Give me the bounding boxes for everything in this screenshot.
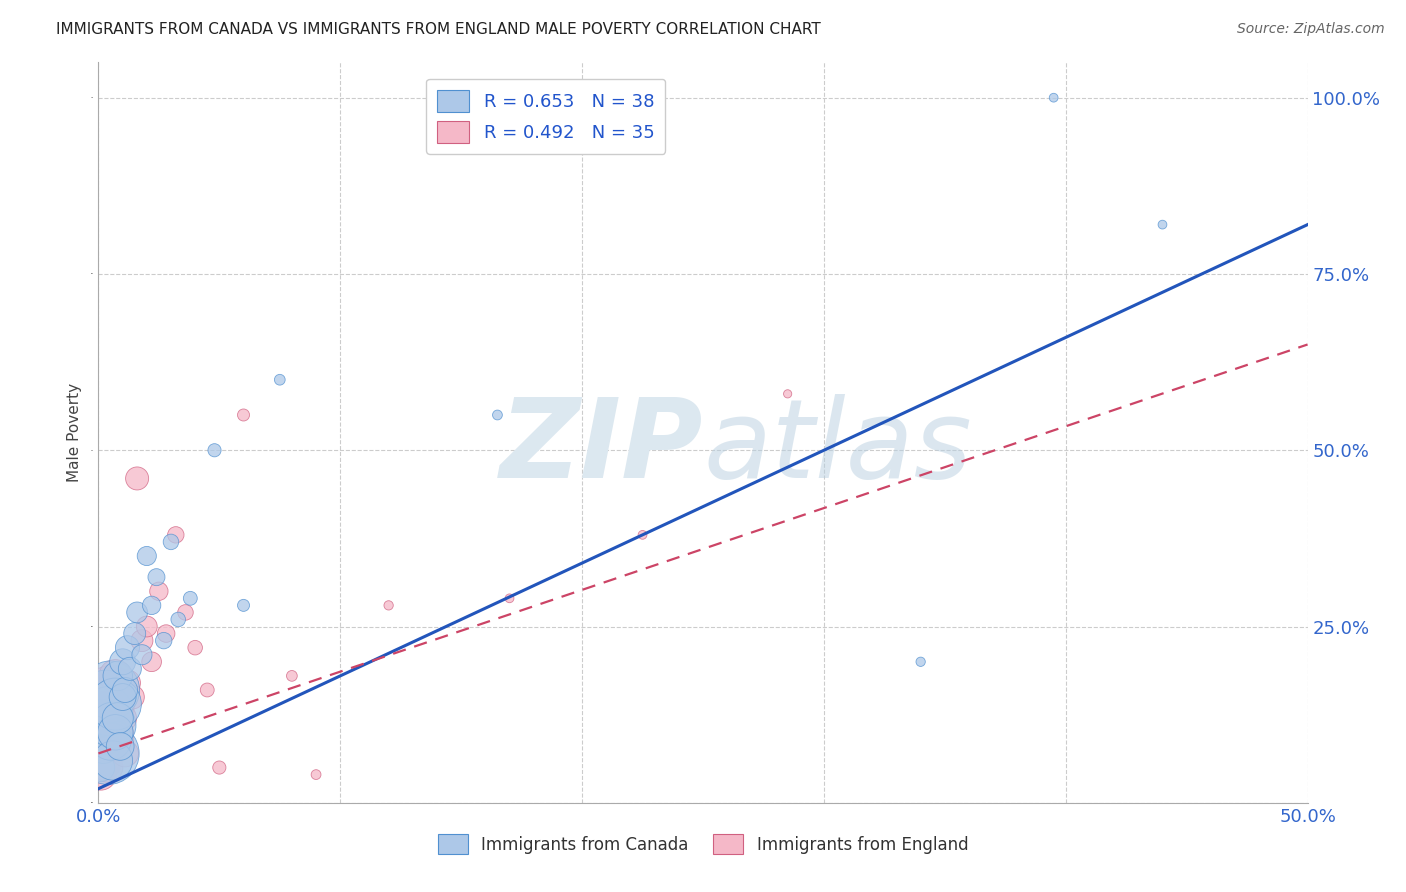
- Point: [160, 535, 183, 549]
- Point: [91, 725, 114, 739]
- Point: [135, 619, 157, 633]
- Point: [179, 591, 201, 606]
- Point: [135, 549, 157, 563]
- Point: [104, 697, 127, 711]
- Point: [94, 704, 117, 718]
- Point: [631, 528, 654, 542]
- Legend: Immigrants from Canada, Immigrants from England: Immigrants from Canada, Immigrants from …: [432, 828, 974, 861]
- Point: [104, 725, 127, 739]
- Point: [100, 683, 122, 698]
- Point: [90, 760, 112, 774]
- Point: [91, 754, 114, 768]
- Point: [94, 725, 117, 739]
- Point: [377, 599, 399, 613]
- Point: [232, 408, 254, 422]
- Point: [100, 732, 122, 747]
- Point: [107, 711, 129, 725]
- Point: [232, 599, 254, 613]
- Point: [101, 718, 124, 732]
- Point: [111, 690, 134, 704]
- Point: [167, 612, 190, 626]
- Point: [117, 640, 139, 655]
- Point: [305, 767, 328, 781]
- Point: [118, 662, 141, 676]
- Point: [101, 732, 124, 747]
- Point: [107, 725, 129, 739]
- Point: [152, 633, 174, 648]
- Point: [111, 655, 134, 669]
- Point: [269, 373, 291, 387]
- Point: [114, 683, 136, 698]
- Point: [107, 669, 129, 683]
- Point: [1042, 91, 1064, 105]
- Point: [91, 739, 114, 754]
- Point: [100, 683, 122, 698]
- Point: [101, 754, 124, 768]
- Y-axis label: Male Poverty: Male Poverty: [67, 383, 82, 483]
- Point: [121, 690, 143, 704]
- Point: [94, 690, 117, 704]
- Point: [104, 669, 127, 683]
- Point: [108, 739, 131, 754]
- Point: [117, 676, 139, 690]
- Point: [100, 718, 122, 732]
- Point: [108, 697, 131, 711]
- Point: [184, 640, 207, 655]
- Point: [165, 528, 187, 542]
- Point: [94, 739, 117, 754]
- Point: [127, 471, 149, 485]
- Point: [91, 711, 114, 725]
- Text: ZIP: ZIP: [499, 394, 703, 501]
- Point: [104, 704, 127, 718]
- Point: [776, 387, 799, 401]
- Point: [1152, 218, 1174, 232]
- Point: [910, 655, 932, 669]
- Point: [97, 760, 120, 774]
- Point: [148, 584, 170, 599]
- Point: [90, 767, 112, 781]
- Point: [97, 704, 120, 718]
- Point: [155, 626, 177, 640]
- Point: [114, 747, 136, 761]
- Point: [208, 760, 231, 774]
- Point: [174, 606, 197, 620]
- Point: [195, 683, 218, 698]
- Point: [204, 443, 226, 458]
- Point: [97, 747, 120, 761]
- Point: [145, 570, 167, 584]
- Text: atlas: atlas: [703, 394, 972, 501]
- Point: [498, 591, 520, 606]
- Text: IMMIGRANTS FROM CANADA VS IMMIGRANTS FROM ENGLAND MALE POVERTY CORRELATION CHART: IMMIGRANTS FROM CANADA VS IMMIGRANTS FRO…: [56, 22, 821, 37]
- Point: [141, 655, 163, 669]
- Point: [141, 599, 163, 613]
- Point: [127, 606, 149, 620]
- Point: [124, 626, 146, 640]
- Point: [486, 408, 509, 422]
- Point: [281, 669, 304, 683]
- Point: [131, 633, 153, 648]
- Point: [111, 711, 134, 725]
- Point: [131, 648, 153, 662]
- Text: Source: ZipAtlas.com: Source: ZipAtlas.com: [1237, 22, 1385, 37]
